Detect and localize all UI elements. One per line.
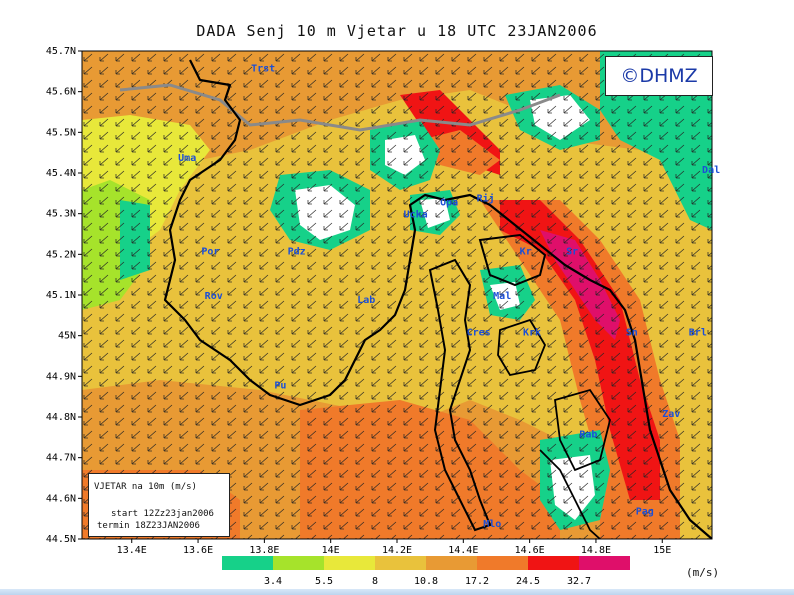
city-label: Rab	[579, 429, 597, 440]
lon-label: 14.8E	[581, 545, 611, 556]
colorbar-label: 5.5	[315, 576, 333, 587]
city-label: Trst	[251, 63, 275, 74]
colorbar-swatch	[528, 556, 579, 570]
city-label: Kr	[520, 246, 532, 257]
lat-label: 45.4N	[46, 168, 76, 179]
lon-label: 14.4E	[448, 545, 478, 556]
lat-label: 44.6N	[46, 493, 76, 504]
info-start: start 12Zz23jan2006	[111, 509, 214, 519]
lat-label: 45.7N	[46, 46, 76, 57]
lat-label: 44.5N	[46, 534, 76, 545]
colorbar-label: 10.8	[414, 576, 438, 587]
lat-label: 45.5N	[46, 127, 76, 138]
city-label: Pu	[274, 381, 286, 392]
lon-label: 13.8E	[249, 545, 279, 556]
city-label: Por	[201, 246, 219, 257]
colorbar-label: 17.2	[465, 576, 489, 587]
wind-speed-field	[82, 51, 712, 539]
colorbar-swatch	[324, 556, 375, 570]
lon-label: 14.6E	[515, 545, 545, 556]
colorbar-swatch	[222, 556, 273, 570]
colorbar-label: 24.5	[516, 576, 540, 587]
colorbar-swatch	[273, 556, 324, 570]
map-title: DADA Senj 10 m Vjetar u 18 UTC 23JAN2006	[196, 22, 598, 40]
lat-label: 44.9N	[46, 371, 76, 382]
info-heading: VJETAR na 10m (m/s)	[94, 482, 197, 492]
city-label: Ucka	[404, 210, 428, 221]
lon-label: 15E	[653, 545, 671, 556]
city-label: Pdz	[288, 246, 306, 257]
lon-label: 14.2E	[382, 545, 412, 556]
city-label: Pag	[636, 507, 654, 518]
city-label: Krk	[523, 328, 541, 339]
colorbar-swatch	[579, 556, 630, 570]
lon-label: 13.6E	[183, 545, 213, 556]
colorbar-swatch	[375, 556, 426, 570]
latitude-axis: 45.7N 45.6N 45.5N 45.4N 45.3N 45.2N 45.1N 45N 44…	[46, 46, 82, 545]
city-labels: TrstPargUmaDalRijOpaUckaPorPdzKrSrMalRov…	[178, 63, 720, 529]
lat-label: 45.3N	[46, 209, 76, 220]
city-label: Sr	[566, 246, 578, 257]
colorbar-swatch	[477, 556, 528, 570]
city-label: Mal	[493, 291, 511, 302]
city-label: Cres	[467, 328, 491, 339]
lat-label: 44.7N	[46, 453, 76, 464]
colorbar-label: 3.4	[264, 576, 282, 587]
city-label: Lab	[357, 295, 375, 306]
info-box: VJETAR na 10m (m/s) start 12Zz23jan2006 …	[88, 473, 230, 537]
lon-label: 13.4E	[117, 545, 147, 556]
colorbar-swatch	[426, 556, 477, 570]
lon-label: 14E	[322, 545, 340, 556]
colorbar-label: 32.7	[567, 576, 591, 587]
bottom-band	[0, 589, 794, 595]
info-termin: termin 18Z23JAN2006	[97, 521, 200, 531]
city-label: Opa	[440, 198, 458, 209]
lat-label: 45.1N	[46, 290, 76, 301]
colorbar: 3.4 5.5 8 10.8 17.2 24.5 32.7	[222, 556, 630, 587]
city-label: Sn	[626, 328, 638, 339]
city-label: Uma	[178, 153, 196, 164]
lat-label: 45.2N	[46, 249, 76, 260]
city-label: Mlo	[483, 519, 501, 530]
lat-label: 45N	[58, 331, 76, 342]
dhmz-watermark: ©DHMZ	[605, 56, 713, 96]
colorbar-units: (m/s)	[686, 566, 720, 579]
city-label: Zav	[662, 409, 680, 420]
city-label: Rov	[205, 291, 223, 302]
city-label: Rij	[477, 192, 495, 204]
city-label: Brl	[689, 328, 707, 339]
city-label: Dal	[702, 165, 720, 176]
colorbar-label: 8	[372, 576, 378, 587]
lat-label: 45.6N	[46, 87, 76, 98]
longitude-axis: 13.4E 13.6E 13.8E 14E 14.2E 14.4E 14.6E 14.8E 15…	[117, 539, 671, 556]
lat-label: 44.8N	[46, 412, 76, 423]
